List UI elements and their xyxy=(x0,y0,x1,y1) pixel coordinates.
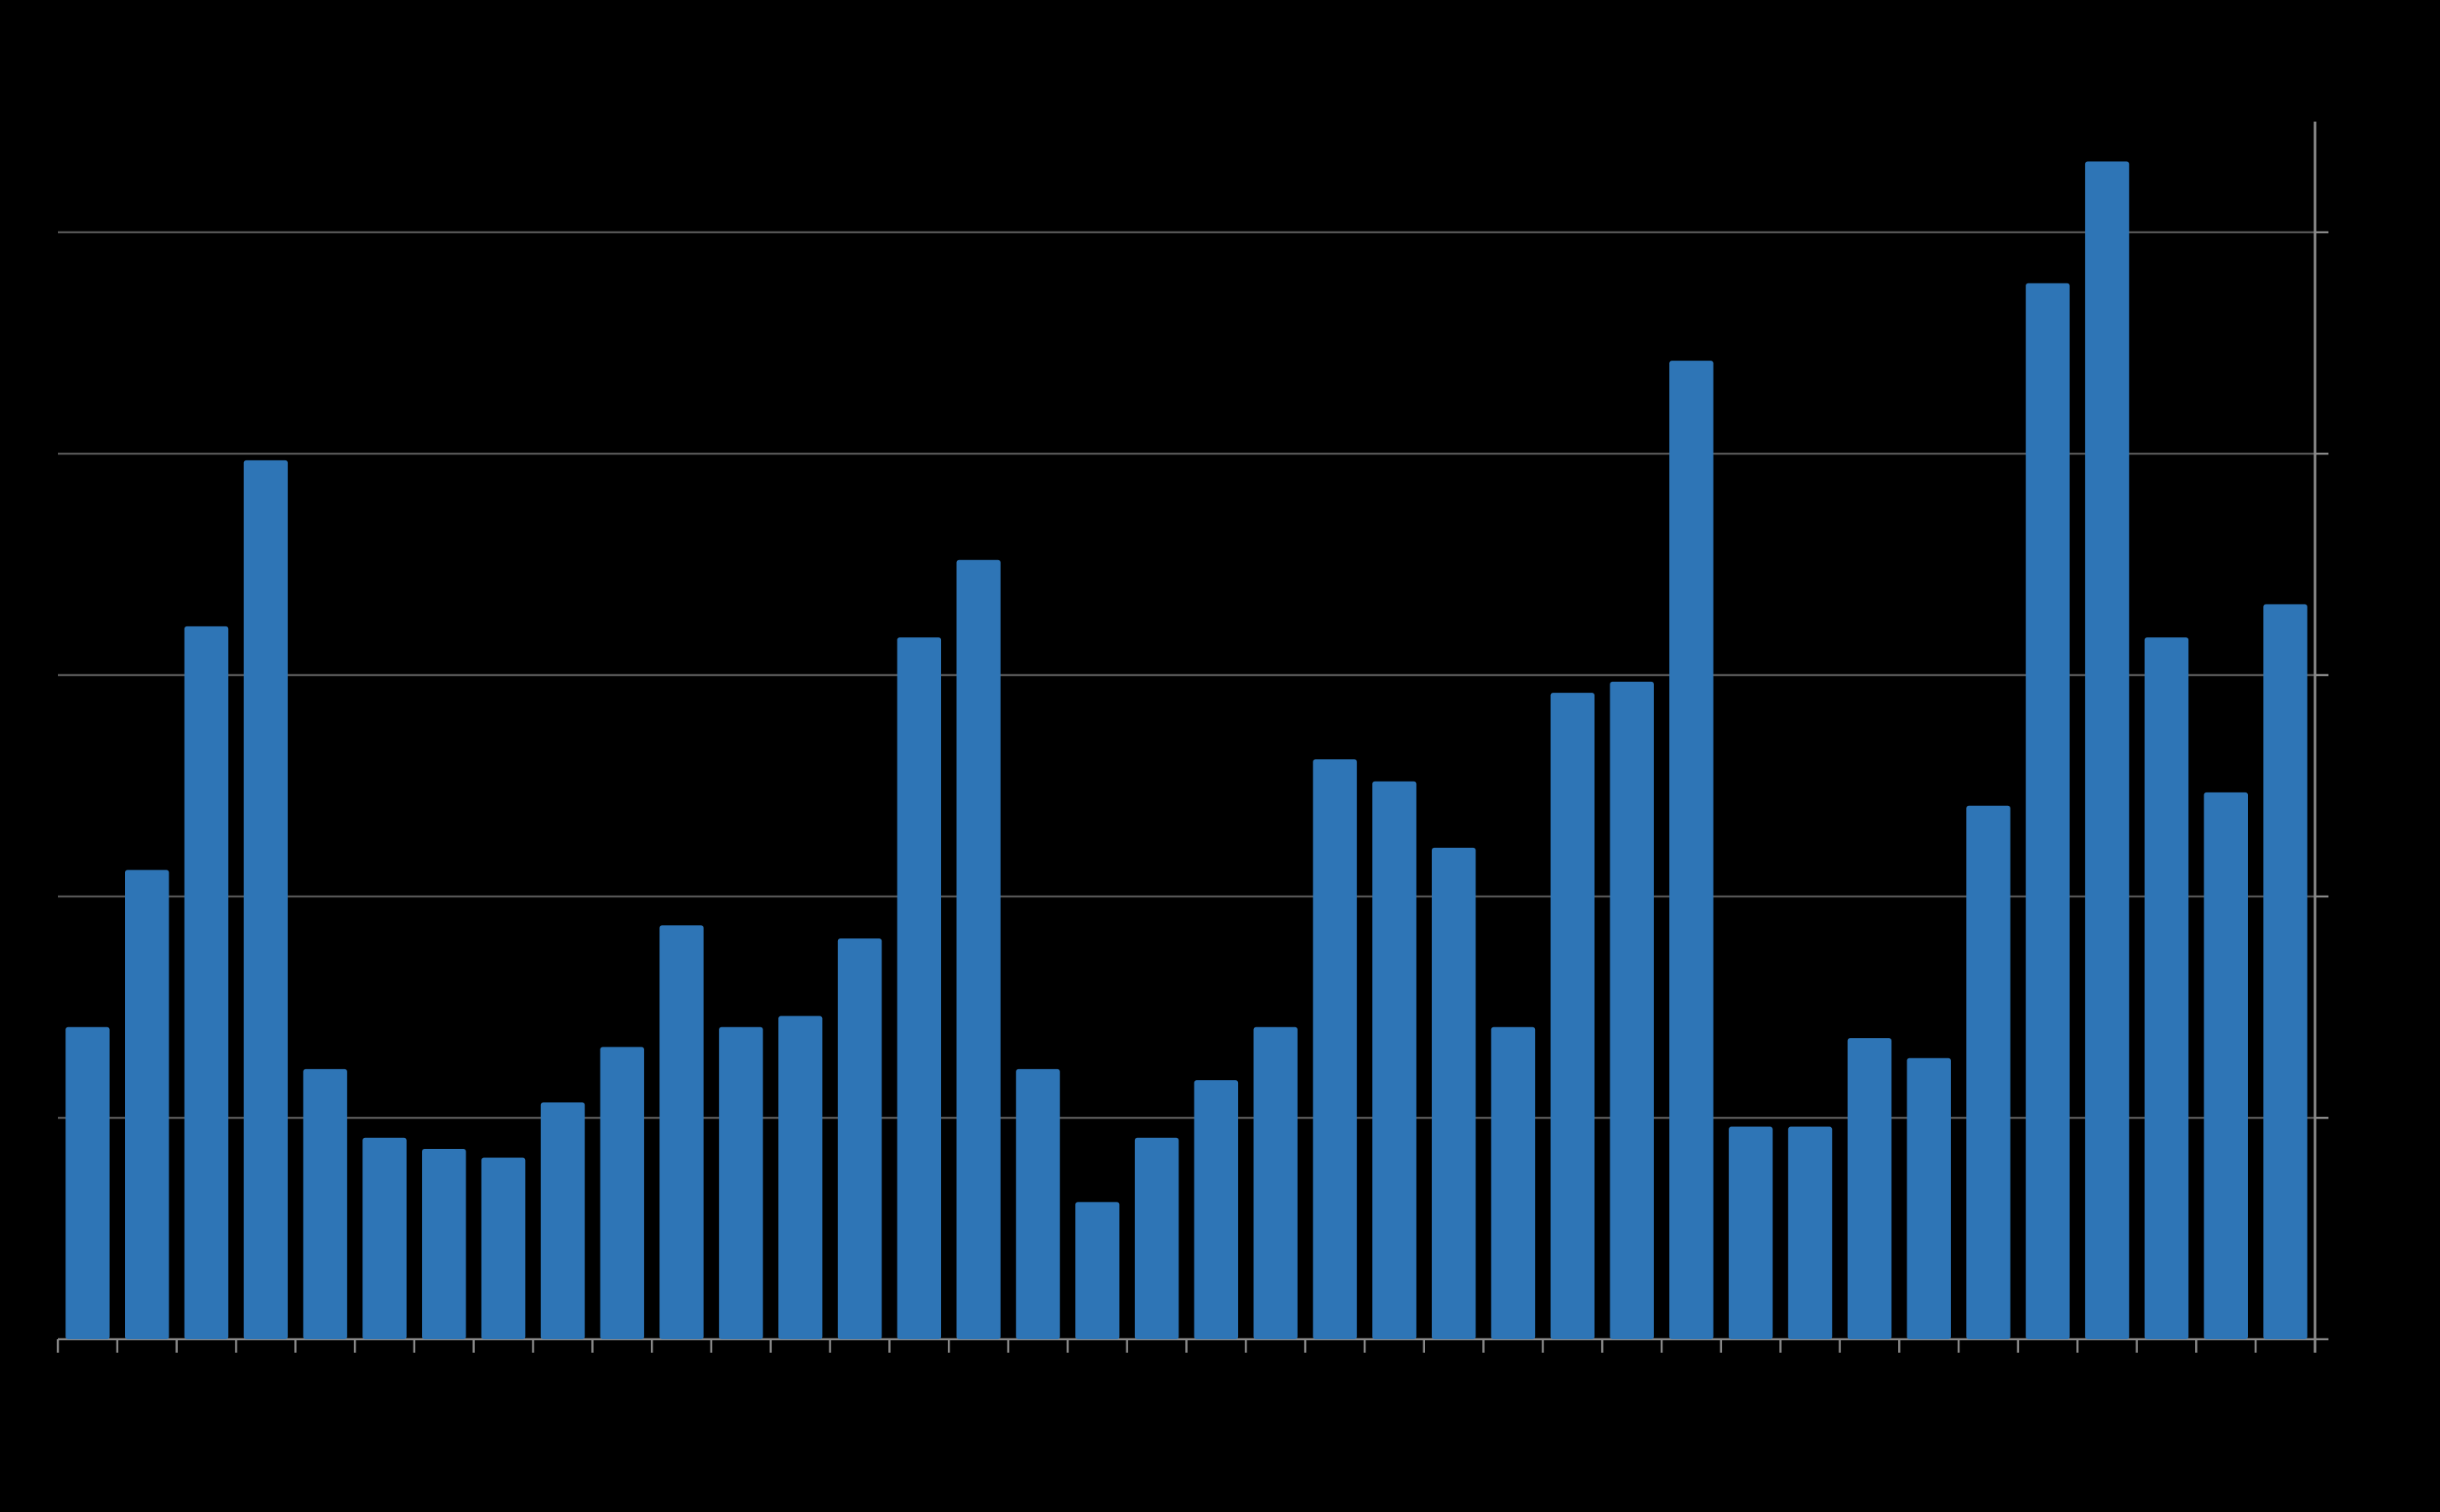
bar xyxy=(1729,1126,1773,1339)
bar xyxy=(125,870,169,1339)
bar xyxy=(2026,283,2070,1340)
bar xyxy=(184,626,229,1339)
bar xyxy=(1491,1026,1536,1339)
bar xyxy=(956,559,1001,1339)
bar xyxy=(897,637,942,1339)
bar xyxy=(1847,1037,1892,1339)
bar xyxy=(1194,1080,1239,1339)
bar xyxy=(243,460,289,1340)
bar xyxy=(2144,637,2189,1339)
bar xyxy=(1966,805,2011,1339)
bar xyxy=(1431,847,1476,1339)
bar xyxy=(1669,361,1714,1339)
bar xyxy=(1253,1026,1298,1339)
bar xyxy=(1787,1126,1833,1339)
bar xyxy=(65,1026,110,1339)
bar xyxy=(1610,681,1654,1339)
bar xyxy=(481,1157,526,1339)
bar xyxy=(1134,1137,1179,1339)
bar xyxy=(303,1068,347,1339)
bar xyxy=(837,938,882,1339)
bar xyxy=(2263,604,2307,1339)
bar xyxy=(1550,693,1595,1339)
bar xyxy=(1016,1068,1060,1339)
bar xyxy=(540,1102,585,1339)
bar xyxy=(719,1026,763,1339)
bar xyxy=(2203,792,2248,1339)
bar xyxy=(1907,1057,1951,1339)
bar xyxy=(422,1148,466,1339)
bar xyxy=(1313,759,1357,1339)
bar xyxy=(600,1047,644,1339)
bar xyxy=(659,925,704,1339)
bar xyxy=(2084,161,2130,1339)
bar xyxy=(1075,1202,1120,1339)
bar xyxy=(1372,781,1417,1339)
bar xyxy=(362,1137,407,1339)
bar xyxy=(778,1016,823,1339)
